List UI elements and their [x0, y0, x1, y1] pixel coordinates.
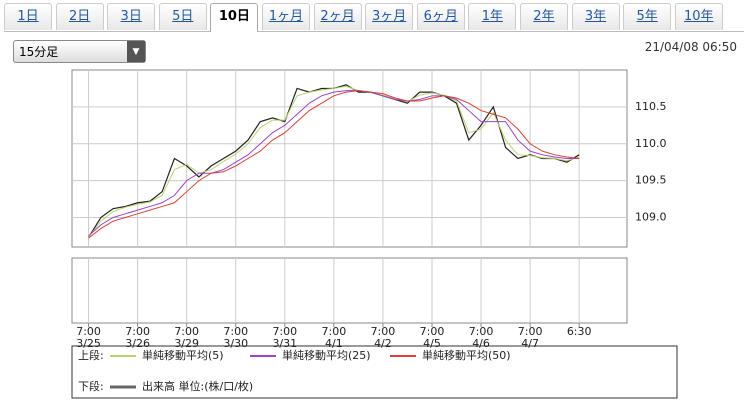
volume-plot-frame [71, 257, 628, 324]
tab[interactable]: 5年 [623, 3, 672, 30]
x-tick-label: 7:00 [174, 325, 199, 338]
tab[interactable]: 3日 [107, 3, 156, 30]
x-tick-date: 3/26 [125, 337, 150, 350]
x-tick-label: 7:00 [518, 325, 543, 338]
x-tick-label: 7:00 [76, 325, 101, 338]
tab[interactable]: 5日 [158, 3, 207, 30]
x-tick-label: 7:00 [125, 325, 150, 338]
x-tick-date: 4/5 [423, 337, 441, 350]
select-label: 15分足 [19, 45, 59, 59]
x-tick-date: 3/25 [76, 337, 101, 350]
tab[interactable]: 6ヶ月 [416, 3, 465, 30]
x-tick-date: 4/7 [521, 337, 539, 350]
tab[interactable]: 1年 [468, 3, 517, 30]
x-tick-label: 7:00 [322, 325, 347, 338]
x-tick-label: 6:30 [567, 325, 592, 338]
x-tick-date: 4/6 [472, 337, 490, 350]
x-tick-date: 3/31 [272, 337, 297, 350]
tab[interactable]: 3ヶ月 [365, 3, 414, 30]
timestamp: 21/04/08 06:50 [644, 40, 737, 54]
x-tick-label: 7:00 [272, 325, 297, 338]
tab[interactable]: 1日 [4, 3, 52, 30]
tab[interactable]: 10日 [210, 3, 259, 32]
series-line [88, 90, 580, 239]
legend-label: 単純移動平均(25) [282, 348, 371, 362]
legend-lower-label: 下段: [78, 379, 104, 393]
x-tick-label: 7:00 [420, 325, 445, 338]
legend-box [71, 345, 678, 399]
tab[interactable]: 2日 [55, 3, 104, 30]
legend-volume-label: 出来高 単位:(株/口/枚) [142, 379, 253, 393]
interval-select[interactable]: 15分足 ▼ [13, 40, 146, 63]
x-tick-label: 7:00 [223, 325, 248, 338]
tab[interactable]: 1ヶ月 [261, 3, 310, 30]
tab[interactable]: 2年 [519, 3, 568, 30]
x-tick-label: 7:00 [371, 325, 396, 338]
x-tick-date: 3/30 [223, 337, 248, 350]
series-line [88, 90, 580, 237]
x-tick-date: 3/29 [174, 337, 199, 350]
tab[interactable]: 10年 [674, 3, 723, 30]
select-arrow[interactable]: ▼ [127, 41, 145, 62]
legend-label: 単純移動平均(5) [142, 348, 224, 362]
legend-upper-label: 上段: [78, 348, 104, 362]
y-tick-label: 110.5 [635, 100, 667, 113]
x-tick-label: 7:00 [469, 325, 494, 338]
y-tick-label: 109.0 [635, 211, 667, 224]
legend-label: 単純移動平均(50) [422, 348, 511, 362]
x-tick-date: 4/2 [374, 337, 392, 350]
tab-bar: 1日 2日 3日 5日 10日 1ヶ月 2ヶ月 3ヶ月 6ヶ月 1年 2年 3年 5年 10年 [4, 0, 744, 32]
tab[interactable]: 3年 [571, 3, 620, 30]
x-tick-date: 4/1 [325, 337, 343, 350]
y-tick-label: 109.5 [635, 174, 667, 187]
tab[interactable]: 2ヶ月 [313, 3, 362, 30]
y-tick-label: 110.0 [635, 137, 667, 150]
